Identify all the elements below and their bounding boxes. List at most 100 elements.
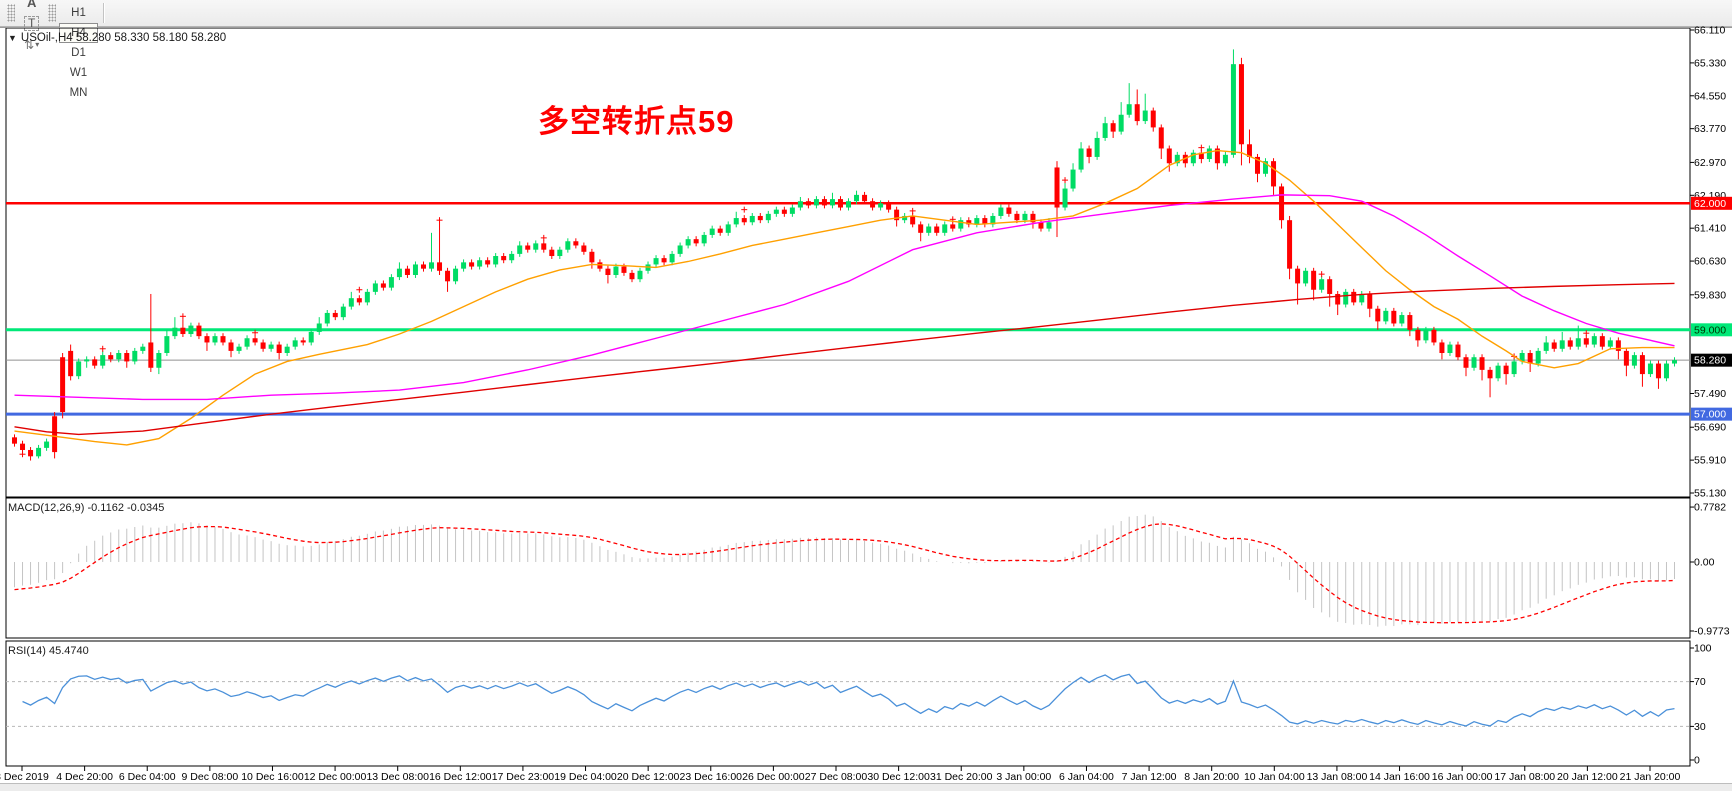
candle-body-down	[1086, 148, 1092, 157]
macd-indicator-title: MACD(12,26,9) -0.1162 -0.0345	[8, 502, 165, 514]
candle-body-up	[902, 215, 908, 221]
candle-body-down	[934, 226, 940, 233]
candle-body-down	[982, 218, 988, 225]
panel-border-1	[5, 497, 1691, 639]
candle-body-up	[1447, 344, 1453, 354]
time-axis-label: 27 Dec 08:00	[805, 771, 868, 783]
candle-body-up	[1078, 148, 1084, 170]
timeframe-button-w1[interactable]: W1	[69, 67, 88, 79]
candle-body-down	[1463, 357, 1469, 368]
candle-body-down	[1198, 152, 1204, 160]
draw-style-icon[interactable]: ⇅ ▾	[24, 37, 40, 52]
time-axis-label: 13 Dec 08:00	[366, 771, 429, 783]
candle-body-down	[1327, 279, 1333, 294]
candle-body-up	[1070, 169, 1076, 189]
candle-body-down	[228, 342, 234, 351]
candle-body-up	[813, 199, 819, 206]
time-axis-label: 31 Dec 20:00	[930, 771, 993, 783]
candle-body-down	[910, 215, 916, 225]
candle-body-up	[725, 224, 731, 233]
candle-body-up	[1543, 342, 1549, 351]
candle-body-down	[717, 228, 723, 233]
timeframe-button-h1[interactable]: H1	[71, 7, 86, 19]
ma-fast-orange	[14, 149, 1675, 446]
candle-body-down	[52, 416, 58, 453]
candle-body-down	[12, 437, 17, 444]
rsi-axis-label: 100	[1694, 643, 1712, 655]
candle-body-up	[156, 353, 162, 368]
price-axis-label: 55.130	[1694, 488, 1726, 500]
candle-body-down	[1279, 186, 1285, 221]
price-label-box	[1691, 323, 1732, 337]
candle-body-down	[1551, 342, 1557, 349]
symbol-title: ▼ USOil-,H4 58.280 58.330 58.180 58.280	[8, 32, 226, 44]
timeframe-button-mn[interactable]: MN	[69, 87, 88, 99]
candle-body-down	[1367, 293, 1373, 309]
price-axis-label: 61.410	[1694, 223, 1726, 235]
timeframe-button-d1[interactable]: D1	[71, 47, 86, 59]
candle-body-down	[966, 220, 972, 225]
toolbar-drag-handle-2[interactable]	[48, 4, 57, 22]
candle-body-up	[284, 346, 290, 354]
time-axis-label: 21 Jan 20:00	[1620, 771, 1681, 783]
candle-body-down	[821, 199, 827, 206]
candle-body-up	[84, 359, 90, 362]
candle-body-up	[461, 262, 467, 269]
candle-body-down	[1391, 310, 1397, 324]
candle-body-up	[1575, 338, 1581, 347]
time-axis-label: 19 Dec 04:00	[554, 771, 617, 783]
macd-axis-label: 0.00	[1694, 557, 1715, 569]
candle-body-down	[220, 336, 226, 343]
panel-border-2	[5, 640, 1691, 767]
candle-body-down	[1150, 110, 1156, 128]
price-axis-label: 59.830	[1694, 289, 1726, 301]
toolbar-drag-handle[interactable]	[7, 4, 15, 22]
candle-body-down	[741, 218, 747, 223]
candle-body-down	[1415, 329, 1421, 341]
candle-body-down	[1134, 104, 1140, 122]
panel-border-0	[5, 27, 1691, 498]
toolbar: FAT⇅▾ M1M5M15M30H1H4D1W1MN	[0, 0, 1732, 99]
candle-body-up	[1230, 64, 1236, 155]
candle-body-up	[990, 215, 996, 225]
candle-body-up	[1022, 213, 1028, 221]
candle-body-down	[196, 325, 202, 337]
candle-body-down	[501, 256, 507, 261]
candle-body-down	[870, 201, 876, 208]
candle-body-up	[1142, 110, 1148, 122]
candle-body-down	[541, 243, 547, 250]
cursor-a-icon[interactable]: A	[26, 0, 37, 10]
candle-body-down	[573, 241, 579, 246]
candle-body-up	[236, 346, 242, 351]
candle-body-up	[669, 253, 675, 263]
time-axis-label: 13 Jan 08:00	[1307, 771, 1368, 783]
candle-body-up	[1174, 154, 1180, 164]
candle-body-up	[565, 241, 571, 250]
candle-body-up	[1118, 114, 1124, 132]
time-axis-label: 7 Jan 12:00	[1122, 771, 1177, 783]
dropdown-caret-icon[interactable]: ▾	[35, 40, 40, 49]
candle-body-up	[533, 243, 539, 250]
candle-body-down	[300, 340, 306, 343]
candle-body-down	[92, 359, 98, 366]
time-axis-label: 14 Jan 16:00	[1369, 771, 1430, 783]
price-axis-label: 62.970	[1694, 157, 1726, 169]
price-axis-label: 64.550	[1694, 90, 1726, 102]
price-axis-label: 66.110	[1694, 25, 1725, 37]
text-tool-icon[interactable]: T	[18, 13, 45, 34]
candle-body-down	[605, 268, 611, 275]
chevron-down-icon[interactable]: ▼	[8, 33, 17, 43]
candle-body-down	[805, 201, 811, 206]
candle-body-up	[493, 256, 499, 265]
candle-body-down	[589, 251, 595, 263]
macd-signal-line	[14, 523, 1675, 624]
candle-body-down	[549, 249, 555, 257]
price-axis-label: 56.690	[1694, 422, 1726, 434]
candle-body-up	[477, 260, 483, 267]
candle-body-up	[677, 245, 683, 254]
time-axis-label: 6 Dec 04:00	[119, 771, 176, 783]
price-label-text: 62.000	[1694, 198, 1726, 210]
candle-body-down	[1271, 161, 1277, 187]
candle-body-down	[60, 357, 66, 413]
